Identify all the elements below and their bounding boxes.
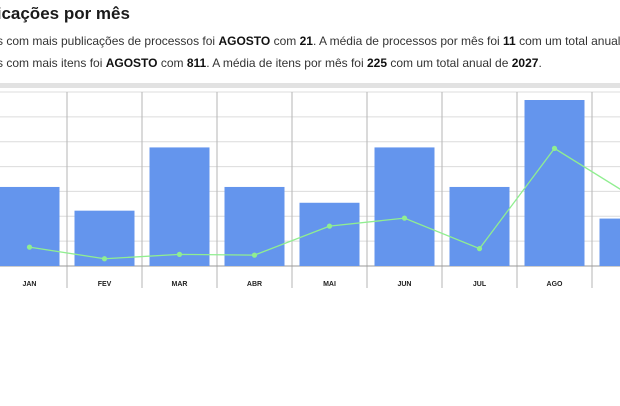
summary-segment: . A média de processos por mês foi — [312, 34, 504, 48]
summary-segment: s com mais itens foi — [0, 56, 106, 70]
x-tick-label: JUL — [473, 281, 487, 288]
summary-segment: com um total anual de — [387, 56, 512, 70]
summary-segment: 21 — [299, 34, 313, 48]
items-point-jan — [26, 244, 33, 250]
summary-segment: com um total anual de — [519, 34, 620, 48]
x-tick-label: MAR — [172, 281, 188, 288]
divider — [0, 83, 620, 88]
monthly-chart: JANFEVMARABRMAIJUNJULAGOSET — [0, 91, 620, 288]
x-tick-label: FEV — [98, 281, 112, 288]
bar-mar — [149, 147, 210, 266]
items-point-mai — [326, 223, 333, 229]
x-tick-label: MAI — [323, 281, 336, 288]
x-tick-label: JAN — [22, 281, 36, 288]
summary-segment: com — [270, 34, 300, 48]
summary-segment: AGOSTO — [218, 34, 271, 48]
summary-segment: . A média de itens por mês foi — [206, 56, 367, 70]
chart-title: licações por mês — [0, 4, 130, 23]
summary-segment: 11 — [503, 34, 516, 48]
bar-ago — [524, 100, 585, 266]
summary-segment: 2027 — [511, 56, 539, 70]
x-tick-label: ABR — [247, 281, 262, 288]
summary-segment: com — [157, 56, 187, 70]
bar-set — [599, 218, 620, 266]
summary-segment: . — [538, 56, 542, 70]
bar-jul — [449, 186, 510, 266]
summary-segment: 225 — [366, 56, 387, 70]
items-point-ago — [551, 145, 558, 152]
summary-segment: AGOSTO — [105, 56, 158, 70]
x-tick-label: JUN — [397, 281, 411, 288]
items-point-fev — [101, 256, 108, 262]
bar-jun — [374, 147, 435, 266]
items-point-jun — [401, 215, 408, 221]
items-summary: s com mais itens foi AGOSTO com 811. A m… — [0, 56, 542, 70]
summary-segment: s com mais publicações de processos foi — [0, 34, 219, 48]
items-point-mar — [176, 251, 183, 257]
items-point-jul — [476, 246, 483, 252]
summary-segment: 811 — [186, 56, 207, 70]
items-point-abr — [251, 252, 258, 258]
x-tick-label: AGO — [547, 281, 564, 288]
bar-jan — [0, 186, 60, 266]
processes-summary: s com mais publicações de processos foi … — [0, 34, 620, 48]
